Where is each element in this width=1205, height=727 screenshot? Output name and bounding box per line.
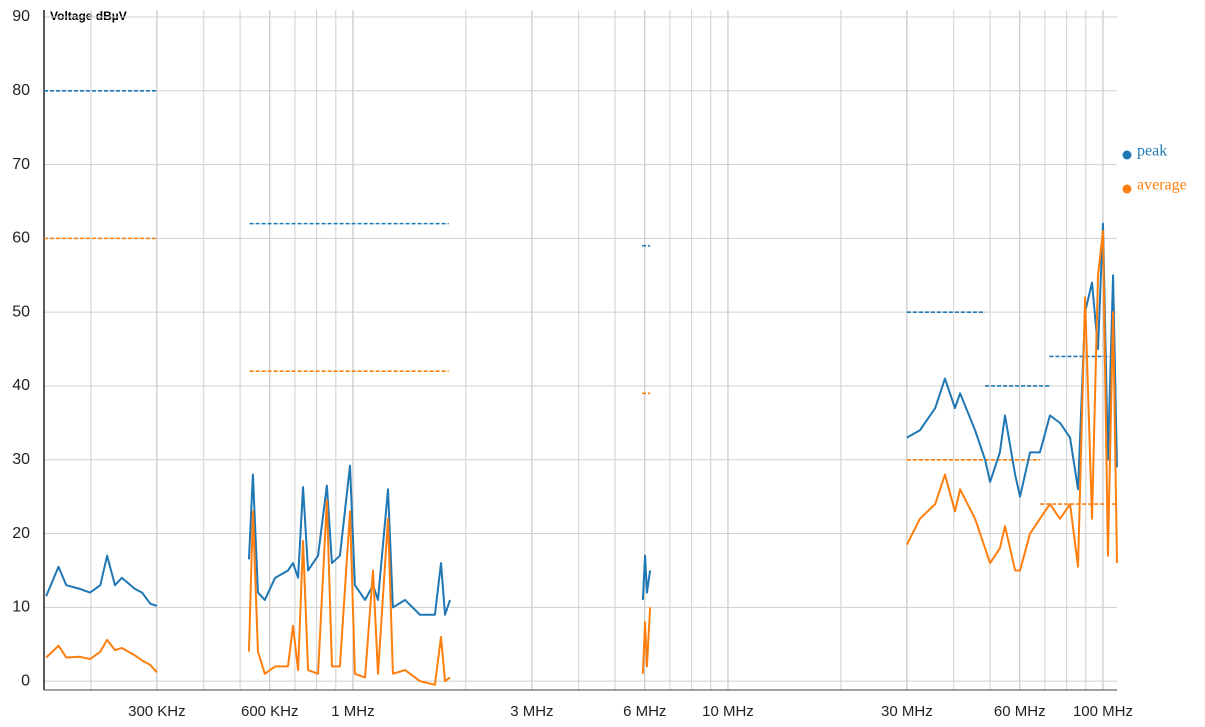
y-tick-label: 0 [21,672,30,689]
series-line [905,230,1118,572]
series-line [45,638,158,673]
y-tick-label: 10 [12,599,30,616]
legend-marker [1122,150,1132,160]
x-tick-label: 1 MHz [331,703,374,720]
x-tick-label: 3 MHz [510,703,553,720]
legend-label: peak [1137,143,1167,160]
series-line [45,554,158,607]
series-line [641,607,652,674]
y-tick-label: 90 [12,8,30,25]
x-tick-label: 100 MHz [1073,703,1133,720]
legend-label: average [1137,177,1187,194]
x-tick-label: 600 KHz [241,703,299,720]
x-tick-label: 6 MHz [623,703,666,720]
x-tick-label: 300 KHz [128,703,186,720]
y-tick-label: 30 [12,451,30,468]
y-tick-label: 60 [12,230,30,247]
series-line [247,499,451,686]
y-axis-label: Voltage dBµV [50,9,127,23]
x-tick-label: 60 MHz [994,703,1046,720]
legend-marker [1122,184,1132,194]
series-line [641,554,652,601]
y-tick-label: 80 [12,82,30,99]
y-tick-label: 20 [12,525,30,542]
x-tick-label: 10 MHz [702,703,754,720]
y-tick-label: 70 [12,156,30,173]
y-tick-label: 40 [12,377,30,394]
x-tick-label: 30 MHz [881,703,933,720]
y-tick-label: 50 [12,303,30,320]
series-line [247,464,451,616]
